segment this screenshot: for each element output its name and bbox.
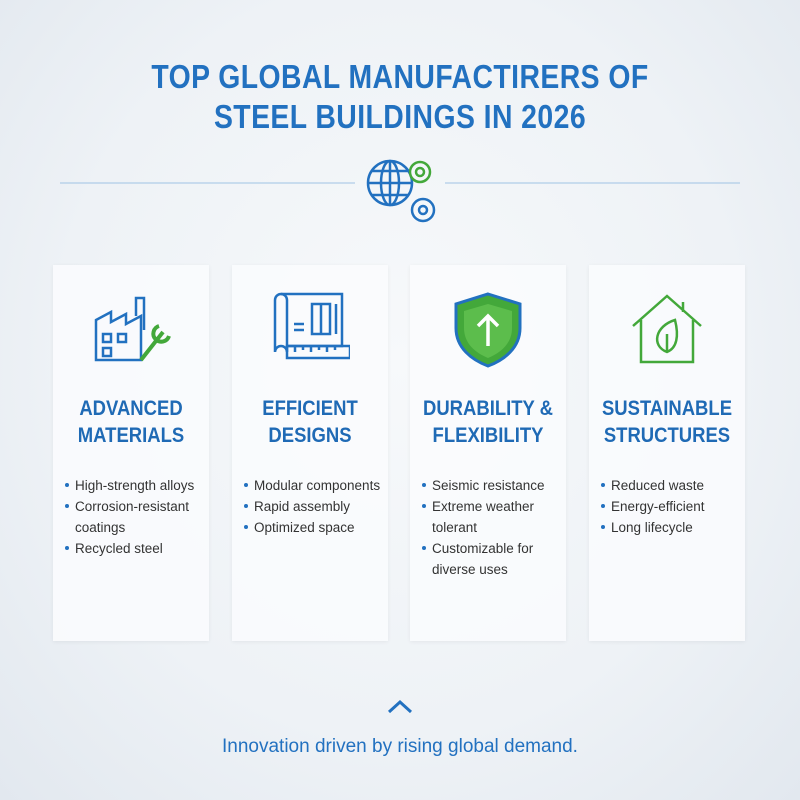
card-heading: EFFICIENT DESIGNS	[241, 395, 378, 449]
card-icon	[94, 296, 171, 362]
bullet-item: Corrosion-resistant coatings	[65, 496, 221, 538]
bullet-item: Rapid assembly	[244, 496, 400, 517]
card: DURABILITY & FLEXIBILITY Seismic resistanc…	[410, 265, 566, 641]
card-heading: ADVANCED MATERIALS	[62, 395, 199, 449]
bullet-item: Optimized space	[244, 517, 400, 538]
heading-line: ADVANCED	[79, 397, 183, 420]
heading-line: FLEXIBILITY	[432, 424, 544, 447]
card: SUSTAINABLE STRUCTURES Reduced waste Energy…	[589, 265, 745, 641]
card-icon	[273, 292, 350, 360]
bullet-list: Reduced waste Energy-efficient Long lifecy…	[599, 475, 757, 538]
card-icon	[454, 292, 522, 368]
heading-line: MATERIALS	[77, 424, 185, 447]
bullet-item: Modular components	[244, 475, 400, 496]
title-line: STEEL BUILDINGS IN 2026	[213, 98, 587, 135]
bullet-item: Reduced waste	[601, 475, 757, 496]
card: EFFICIENT DESIGNS Modular components Rapid …	[232, 265, 388, 641]
bullet-item: High-strength alloys	[65, 475, 221, 496]
bullet-item: Seismic resistance	[422, 475, 578, 496]
bullet-list: High-strength alloys Corrosion-resistant …	[63, 475, 221, 559]
bullet-item: Long lifecycle	[601, 517, 757, 538]
heading-line: DESIGNS	[268, 424, 352, 447]
card-heading: DURABILITY & FLEXIBILITY	[419, 395, 556, 449]
bullet-item: Recycled steel	[65, 538, 221, 559]
heading-line: STRUCTURES	[603, 424, 731, 447]
heading-line: SUSTAINABLE	[601, 397, 733, 420]
heading-line: DURABILITY &	[422, 397, 554, 420]
card: ADVANCED MATERIALS High-strength alloys Cor…	[53, 265, 209, 641]
bullet-item: Energy-efficient	[601, 496, 757, 517]
card-icon	[632, 294, 702, 364]
footer-text: Innovation driven by rising global deman…	[222, 736, 578, 757]
card-heading: SUSTAINABLE STRUCTURES	[598, 395, 735, 449]
bullet-item: Extreme weather tolerant	[422, 496, 578, 538]
heading-line: EFFICIENT	[262, 397, 358, 420]
divider	[60, 159, 740, 223]
bullet-item: Customizable for diverse uses	[422, 538, 578, 580]
chevron	[387, 699, 413, 714]
bullet-list: Modular components Rapid assembly Optimize…	[242, 475, 400, 538]
title-line: TOP GLOBAL MANUFACTIRERS OF	[151, 58, 649, 95]
bullet-list: Seismic resistance Extreme weather tolera…	[420, 475, 578, 580]
